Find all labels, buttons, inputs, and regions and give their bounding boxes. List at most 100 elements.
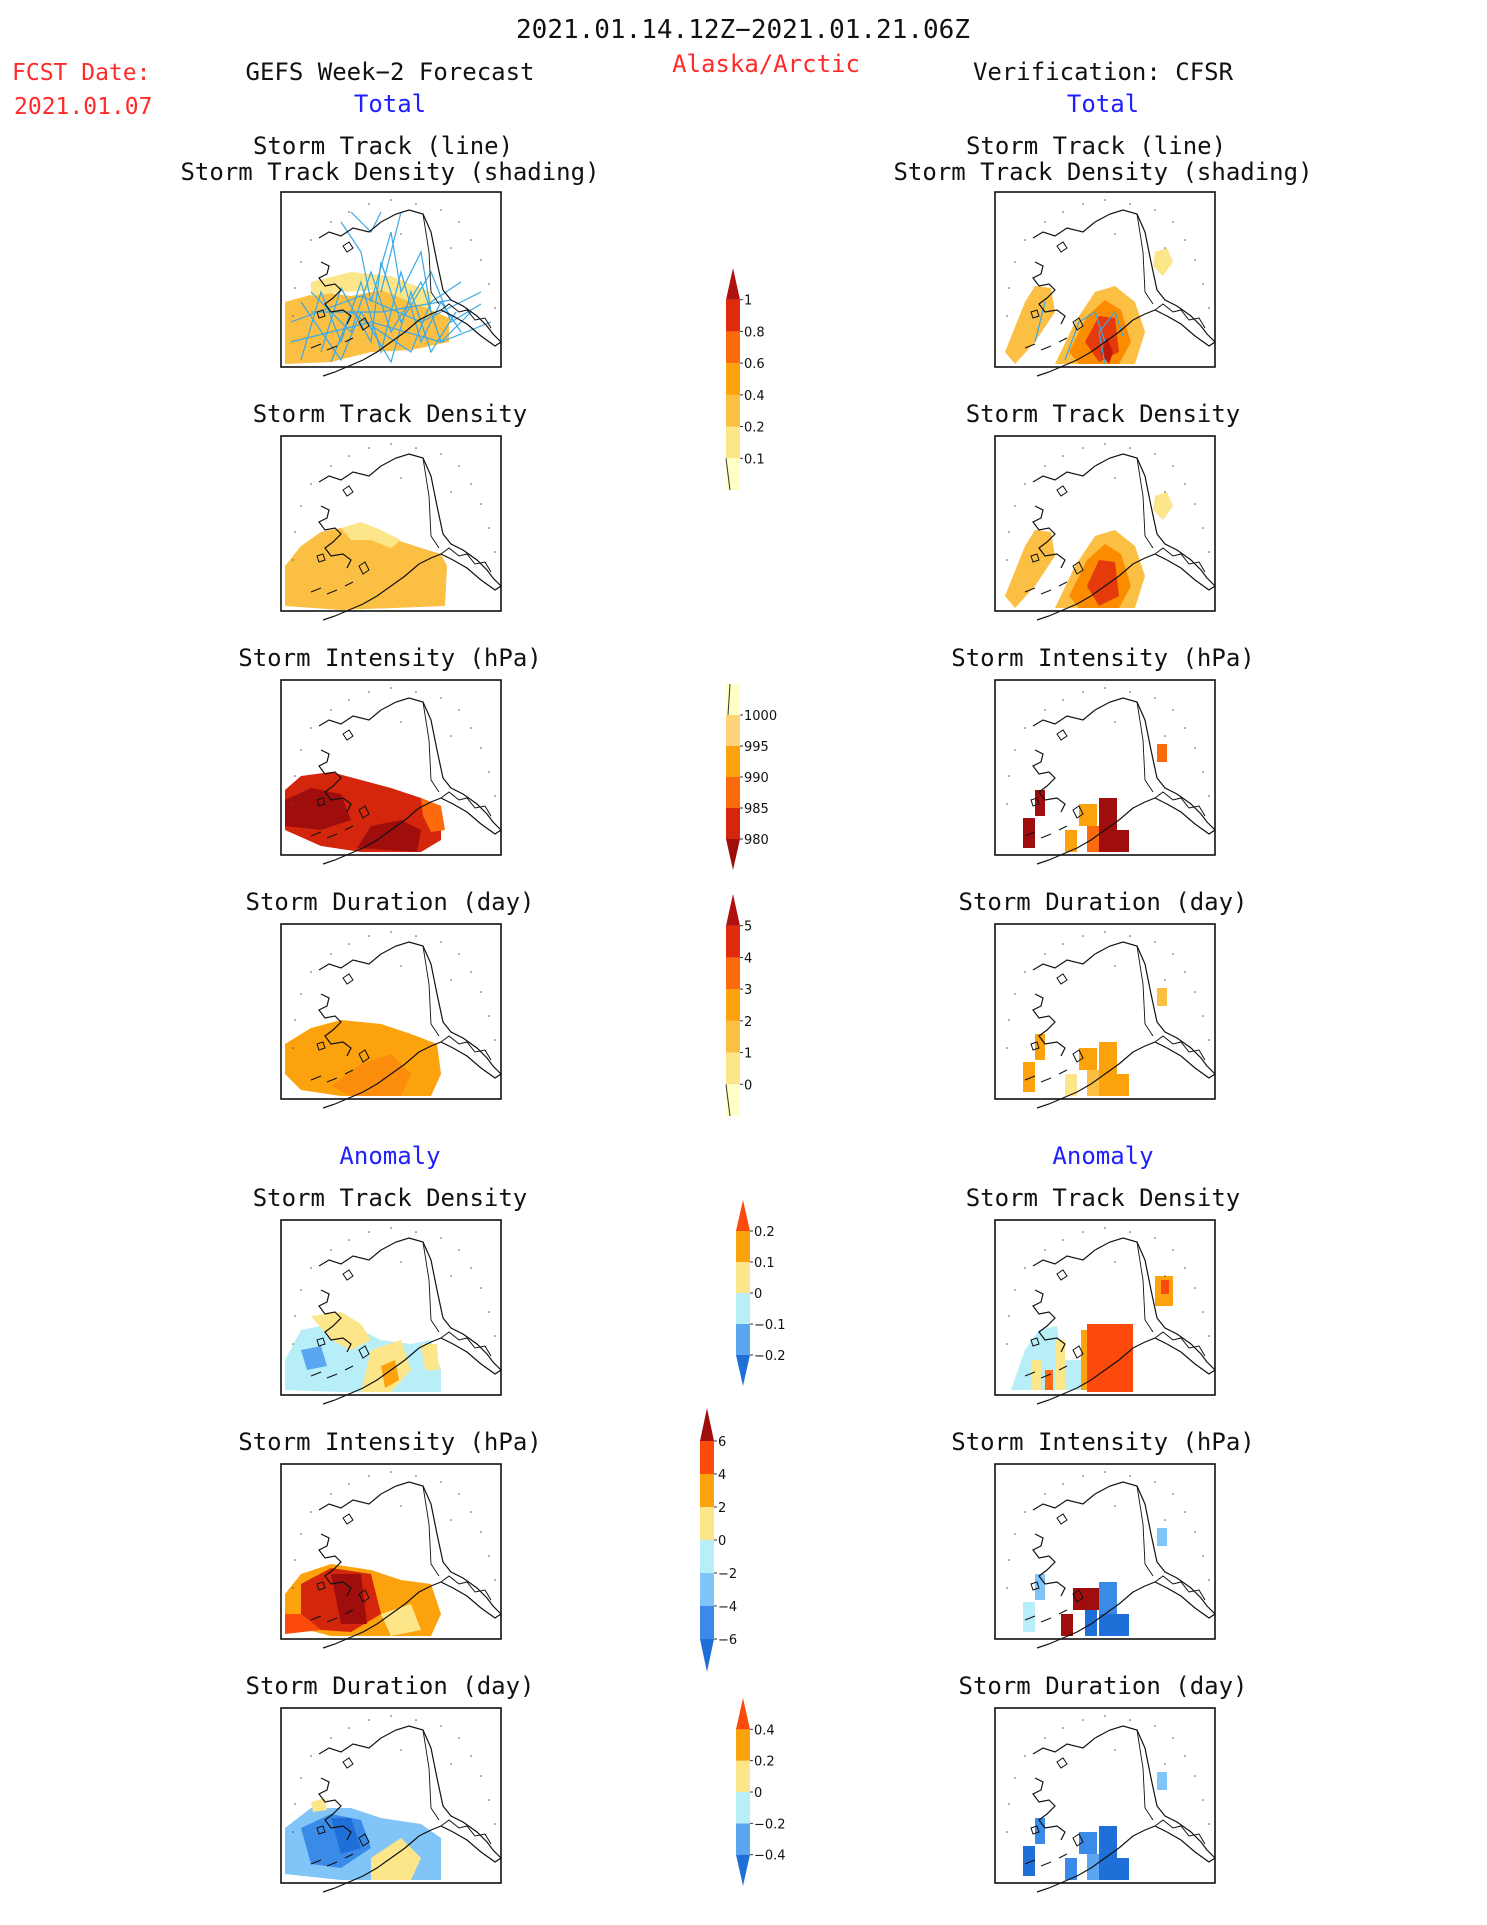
map-panel <box>994 1219 1216 1405</box>
colorbar-label: 980 <box>744 833 769 848</box>
shade-area <box>1061 1614 1073 1636</box>
colorbar-label: 0.4 <box>754 1723 775 1738</box>
colorbar-cell <box>700 1408 714 1441</box>
colorbar-cell <box>736 1823 750 1855</box>
colorbar-cell <box>736 1293 750 1324</box>
shade-area <box>1005 286 1055 364</box>
colorbar-cell <box>726 1052 740 1085</box>
forecast-total-label: Total <box>354 90 426 118</box>
shade-area <box>1035 1818 1045 1844</box>
shade-area <box>1157 744 1167 762</box>
colorbar-cell <box>726 839 740 870</box>
colorbar-cap <box>725 458 731 491</box>
shade-area <box>1087 560 1119 606</box>
colorbar-label: 990 <box>744 771 769 786</box>
colorbar-label: 0.6 <box>744 357 765 372</box>
density-colorbar: 0.1 0.2 0.4 0.6 0.8 1 <box>725 268 765 491</box>
density-anomaly-colorbar: −0.2 −0.1 0 0.1 0.2 <box>736 1200 786 1386</box>
intensity-colorbar: 980 985 990 995 1000 <box>726 683 777 870</box>
shade-area <box>421 1344 439 1370</box>
map-panel <box>280 1219 502 1405</box>
colorbar-cell <box>736 1262 750 1293</box>
map-panel <box>280 435 502 621</box>
shade-area <box>1065 1858 1077 1880</box>
colorbar-label: 0 <box>754 1786 762 1801</box>
shade-area <box>331 1574 367 1624</box>
map-panel <box>994 679 1216 865</box>
colorbar-cap <box>725 1084 731 1117</box>
map-panel <box>280 679 502 865</box>
shade-area <box>1005 530 1055 608</box>
shade-area <box>1079 1048 1097 1070</box>
map-panel <box>280 923 502 1109</box>
shade-area <box>357 820 421 852</box>
ob-duration-anom-title: Storm Duration (day) <box>959 1672 1248 1700</box>
map-panel <box>280 1463 502 1649</box>
ob-track-title-2: Storm Track Density (shading) <box>893 158 1312 186</box>
map-panel <box>994 191 1216 377</box>
colorbar-cell <box>726 777 740 808</box>
map-panel <box>994 923 1216 1109</box>
shade-area <box>1157 1528 1167 1546</box>
fc-intensity-title: Storm Intensity (hPa) <box>238 644 541 672</box>
duration-anomaly-colorbar: −0.4 −0.2 0 0.2 0.4 <box>736 1698 786 1886</box>
colorbar-label: 6 <box>718 1435 726 1450</box>
shade-area <box>1099 1858 1129 1880</box>
shade-area <box>311 1312 371 1350</box>
ob-density-title: Storm Track Density <box>966 400 1241 428</box>
colorbar-cell <box>726 363 740 395</box>
colorbar-label: 0.4 <box>744 389 765 404</box>
colorbar-cell <box>700 1540 714 1573</box>
colorbar-label: −0.4 <box>754 1849 786 1864</box>
shade-area <box>1035 1034 1045 1060</box>
shade-area <box>301 1346 327 1370</box>
colorbar-label: 0.2 <box>754 1755 775 1770</box>
fc-duration-anom-title: Storm Duration (day) <box>246 1672 535 1700</box>
colorbar-label: −4 <box>718 1600 737 1615</box>
colorbar-cell <box>726 331 740 364</box>
colorbar-cell <box>700 1441 714 1474</box>
ob-duration-title: Storm Duration (day) <box>959 888 1248 916</box>
shade-area <box>371 1838 421 1880</box>
fc-track-title-2: Storm Track Density (shading) <box>180 158 599 186</box>
colorbar-cell <box>736 1324 750 1355</box>
colorbar-label: 0.2 <box>754 1225 775 1240</box>
colorbar-label: 0.1 <box>744 452 765 467</box>
colorbar-label: 5 <box>744 920 752 935</box>
shade-area <box>1099 1042 1117 1078</box>
shade-area <box>1031 1360 1041 1390</box>
shade-area <box>1099 1582 1117 1618</box>
colorbar-label: 0.2 <box>744 421 765 436</box>
colorbar-cell <box>700 1639 714 1672</box>
shade-area <box>1023 1062 1035 1092</box>
shade-area <box>1045 1370 1053 1390</box>
shade-area <box>1157 988 1167 1006</box>
shade-area <box>1035 1574 1045 1600</box>
shade-area <box>1087 1324 1133 1392</box>
shade-area <box>1065 1360 1081 1390</box>
colorbar-cell <box>736 1200 750 1231</box>
shade-area <box>1153 492 1173 520</box>
colorbar-cell <box>700 1507 714 1540</box>
shade-area <box>311 1798 327 1812</box>
colorbar-label: 0 <box>744 1078 752 1093</box>
colorbar-cell <box>726 808 740 839</box>
forecast-column-title: GEFS Week−2 Forecast <box>246 58 535 86</box>
verification-column-title: Verification: CFSR <box>973 58 1234 86</box>
colorbar-cell <box>736 1698 750 1730</box>
shade-area <box>381 1604 421 1636</box>
shade-area <box>285 788 351 830</box>
shade-area <box>1079 804 1097 826</box>
shade-area <box>311 272 431 310</box>
colorbar-cell <box>736 1792 750 1824</box>
fcst-date-value: 2021.01.07 <box>14 94 152 120</box>
colorbar-label: 3 <box>744 983 752 998</box>
forecast-anomaly-label: Anomaly <box>339 1142 440 1170</box>
colorbar-cell <box>736 1355 750 1386</box>
shade-area <box>1065 1074 1077 1096</box>
fc-duration-title: Storm Duration (day) <box>246 888 535 916</box>
map-panel <box>994 1707 1216 1893</box>
colorbar-cell <box>726 715 740 746</box>
colorbar-label: 0.1 <box>754 1256 775 1271</box>
